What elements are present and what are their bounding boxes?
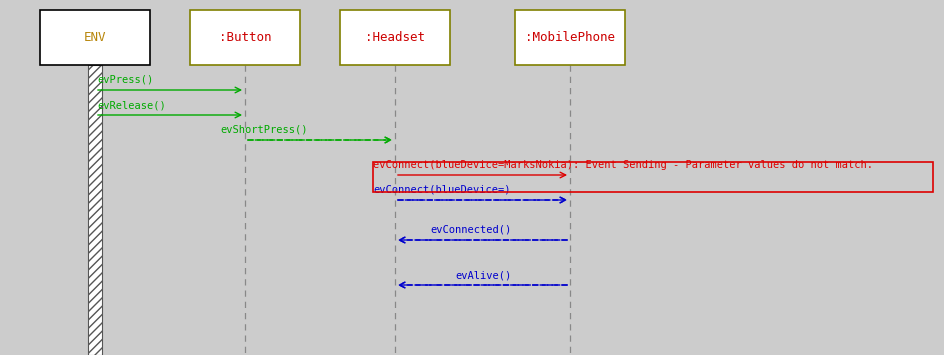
Text: ENV: ENV (84, 31, 107, 44)
Text: evRelease(): evRelease() (97, 100, 166, 110)
Text: :Headset: :Headset (365, 31, 425, 44)
Text: evConnect(blueDevice=MarksNokia): Event Sending - Parameter values do not match.: evConnect(blueDevice=MarksNokia): Event … (373, 160, 873, 170)
Text: evShortPress(): evShortPress() (220, 125, 308, 135)
Bar (40, 10, 150, 65)
Text: evPress(): evPress() (97, 75, 153, 85)
Bar (373, 162, 933, 192)
Bar (340, 10, 450, 65)
Bar (88, 65, 102, 355)
Text: :Button: :Button (219, 31, 271, 44)
Bar (190, 10, 300, 65)
Text: evAlive(): evAlive() (455, 270, 512, 280)
Bar (515, 10, 625, 65)
Text: evConnect(blueDevice=): evConnect(blueDevice=) (373, 185, 511, 195)
Text: evConnected(): evConnected() (430, 225, 512, 235)
Text: :MobilePhone: :MobilePhone (525, 31, 615, 44)
